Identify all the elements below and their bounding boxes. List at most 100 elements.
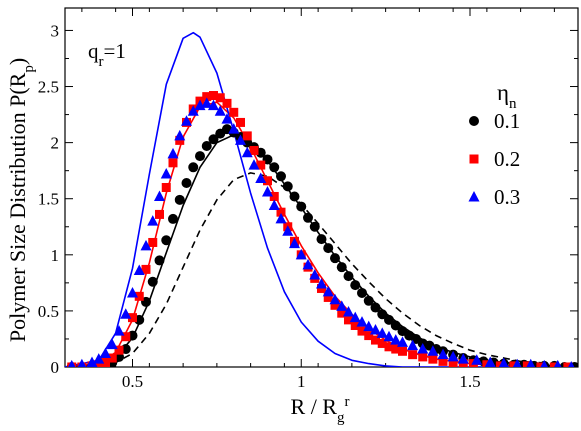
- data-point-triangle: [471, 354, 483, 365]
- data-point-triangle: [147, 215, 159, 226]
- data-point-square: [134, 291, 144, 301]
- x-axis-title: R / Rgr: [291, 394, 350, 426]
- data-point-circle: [181, 178, 192, 189]
- x-tick-label: 1: [297, 372, 306, 391]
- data-point-triangle: [160, 168, 172, 179]
- data-point-square: [148, 237, 158, 247]
- y-tick-label: 0: [51, 358, 60, 377]
- data-point-triangle: [248, 159, 260, 170]
- data-point-square: [563, 362, 573, 367]
- data-point-triangle: [214, 105, 226, 116]
- data-point-square: [408, 350, 418, 360]
- x-tick-label: 1.5: [459, 372, 480, 391]
- data-point-circle: [289, 191, 300, 202]
- legend-marker-square: [469, 154, 479, 164]
- data-point-triangle: [540, 359, 548, 367]
- data-point-circle: [330, 253, 340, 264]
- data-point-triangle: [181, 115, 192, 126]
- data-point-circle: [154, 255, 165, 266]
- data-point-triangle: [427, 345, 439, 356]
- data-point-triangle: [289, 237, 300, 249]
- legend-label: 0.3: [494, 185, 520, 209]
- data-point-triangle: [282, 225, 294, 236]
- data-point-square: [428, 354, 438, 364]
- y-tick-label: 0.5: [38, 302, 59, 321]
- data-point-triangle: [255, 172, 267, 184]
- data-point-triangle: [447, 350, 459, 362]
- curve-solid-3: [65, 31, 578, 367]
- data-point-circle: [323, 243, 334, 254]
- legend-marker-triangle: [468, 191, 480, 202]
- data-point-square: [114, 345, 124, 355]
- data-point-square: [330, 300, 340, 310]
- data-point-circle: [201, 140, 212, 151]
- data-point-triangle: [329, 293, 341, 305]
- legend-title: ηn: [497, 80, 517, 112]
- data-point-square: [384, 342, 394, 352]
- data-point-triangle: [512, 358, 522, 367]
- y-tick-label: 1: [51, 246, 60, 265]
- data-point-square: [438, 356, 448, 366]
- data-point-triangle: [568, 361, 575, 367]
- data-point-circle: [309, 221, 320, 232]
- data-point-square: [344, 315, 353, 325]
- data-point-square: [371, 335, 380, 345]
- data-point-square: [161, 183, 171, 192]
- data-point-square: [249, 145, 259, 155]
- data-point-circle: [350, 280, 361, 291]
- data-point-square: [263, 176, 272, 186]
- legend-label: 0.2: [494, 147, 520, 171]
- data-point-circle: [336, 262, 347, 273]
- data-point-circle: [296, 201, 307, 212]
- data-point-square: [101, 358, 110, 367]
- legend-label: 0.1: [494, 109, 520, 133]
- data-point-square: [215, 93, 225, 103]
- data-point-square: [168, 158, 178, 168]
- data-point-circle: [363, 295, 374, 306]
- data-point-square: [128, 313, 137, 323]
- data-point-circle: [276, 171, 286, 182]
- data-point-triangle: [100, 347, 111, 359]
- data-point-square: [121, 332, 131, 342]
- data-point-triangle: [154, 190, 165, 201]
- data-point-triangle: [356, 316, 368, 327]
- markers-group: [66, 91, 578, 367]
- data-point-triangle: [275, 212, 287, 224]
- data-point-circle: [168, 213, 178, 224]
- data-point-square: [391, 344, 401, 354]
- data-point-square: [155, 209, 164, 219]
- x-tick-label: 0.5: [122, 372, 143, 391]
- data-point-circle: [269, 162, 280, 173]
- data-point-square: [209, 91, 218, 101]
- y-tick-label: 3: [51, 21, 60, 40]
- data-point-square: [236, 117, 245, 127]
- data-point-square: [398, 346, 407, 356]
- data-point-triangle: [554, 359, 562, 367]
- data-point-triangle: [376, 327, 388, 338]
- data-point-square: [377, 338, 387, 348]
- data-point-square: [242, 131, 252, 141]
- data-point-square: [141, 264, 151, 274]
- data-point-triangle: [417, 343, 429, 354]
- data-point-circle: [174, 194, 185, 205]
- data-point-circle: [370, 302, 381, 313]
- data-point-triangle: [133, 264, 145, 276]
- data-point-triangle: [77, 358, 87, 367]
- data-point-triangle: [437, 348, 449, 360]
- data-point-square: [350, 320, 360, 330]
- data-point-circle: [147, 276, 158, 287]
- data-point-triangle: [241, 146, 253, 158]
- y-tick-label: 2.5: [38, 78, 59, 97]
- data-point-square: [418, 352, 428, 362]
- data-point-triangle: [526, 358, 536, 367]
- data-point-triangle: [336, 300, 348, 311]
- data-point-triangle: [201, 97, 213, 108]
- data-point-square: [107, 353, 117, 363]
- data-point-triangle: [106, 338, 118, 350]
- data-point-square: [222, 98, 232, 108]
- data-point-triangle: [174, 129, 186, 141]
- data-point-circle: [377, 309, 388, 320]
- data-point-square: [536, 362, 546, 367]
- data-point-square: [522, 361, 532, 367]
